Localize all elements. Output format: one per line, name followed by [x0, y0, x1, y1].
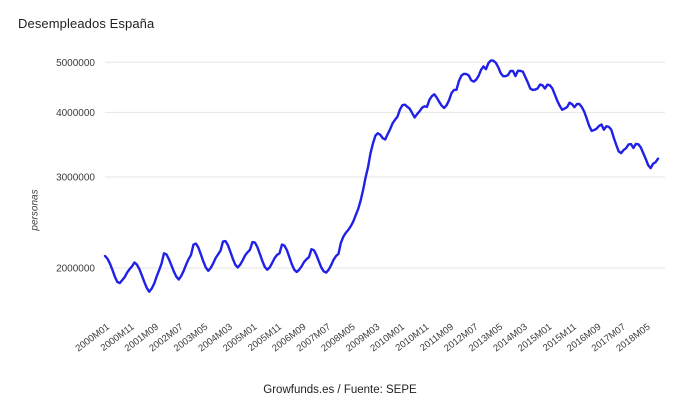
y-axis-title: personas — [29, 189, 41, 231]
y-axis-tick-label: 3000000 — [56, 172, 95, 183]
data-series-line — [103, 59, 660, 293]
y-axis-tick-label: 5000000 — [56, 58, 95, 69]
source-caption: Growfunds.es / Fuente: SEPE — [263, 384, 417, 396]
y-axis-tick-label: 2000000 — [56, 264, 95, 275]
chart-title: Desempleados España — [18, 16, 155, 31]
y-axis-tick-label: 4000000 — [56, 108, 95, 119]
